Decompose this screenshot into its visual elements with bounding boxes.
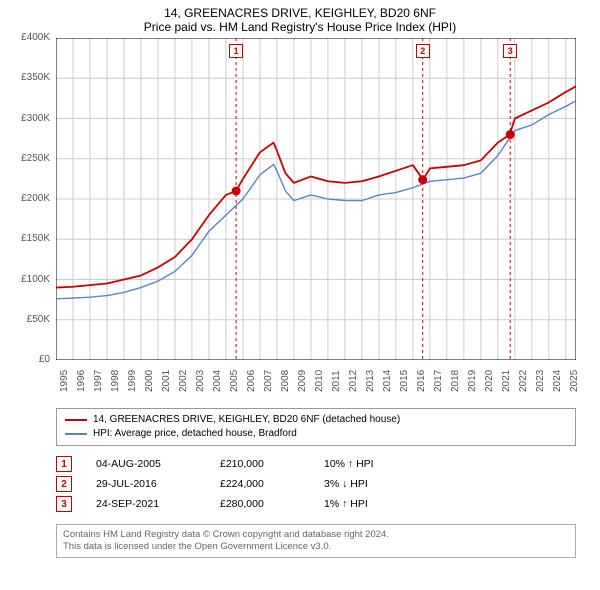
- transaction-index: 1: [56, 456, 72, 472]
- y-tick-label: £400K: [8, 32, 50, 43]
- x-tick-label: 2002: [178, 370, 189, 392]
- x-tick-label: 1998: [110, 370, 121, 392]
- transaction-price: £210,000: [220, 458, 300, 470]
- legend-swatch: [65, 433, 87, 435]
- legend-swatch: [65, 419, 87, 421]
- x-tick-label: 2001: [161, 370, 172, 392]
- x-tick-label: 1995: [59, 370, 70, 392]
- x-tick-label: 2004: [212, 370, 223, 392]
- x-tick-label: 2005: [229, 370, 240, 392]
- legend-label: 14, GREENACRES DRIVE, KEIGHLEY, BD20 6NF…: [93, 413, 400, 427]
- x-tick-label: 2003: [195, 370, 206, 392]
- transaction-dot: [232, 186, 241, 195]
- transaction-delta: 10% ↑ HPI: [324, 458, 404, 470]
- transaction-index: 2: [56, 476, 72, 492]
- attribution-line2: This data is licensed under the Open Gov…: [63, 541, 569, 553]
- x-tick-label: 1999: [127, 370, 138, 392]
- x-tick-label: 2021: [501, 370, 512, 392]
- price-chart: £0£50K£100K£150K£200K£250K£300K£350K£400…: [8, 38, 576, 402]
- x-tick-label: 2015: [399, 370, 410, 392]
- x-tick-label: 2020: [484, 370, 495, 392]
- x-tick-label: 2013: [365, 370, 376, 392]
- x-tick-label: 2011: [331, 370, 342, 392]
- y-tick-label: £0: [8, 354, 50, 365]
- x-tick-label: 2007: [263, 370, 274, 392]
- y-tick-label: £250K: [8, 153, 50, 164]
- transaction-price: £280,000: [220, 498, 300, 510]
- x-tick-label: 2008: [280, 370, 291, 392]
- attribution-box: Contains HM Land Registry data © Crown c…: [56, 524, 576, 558]
- x-tick-label: 2018: [450, 370, 461, 392]
- chart-title-line1: 14, GREENACRES DRIVE, KEIGHLEY, BD20 6NF: [8, 6, 592, 20]
- y-tick-label: £150K: [8, 233, 50, 244]
- x-tick-label: 2000: [144, 370, 155, 392]
- legend: 14, GREENACRES DRIVE, KEIGHLEY, BD20 6NF…: [56, 408, 576, 446]
- x-tick-label: 2022: [518, 370, 529, 392]
- transaction-price: £224,000: [220, 478, 300, 490]
- transaction-dot: [506, 130, 515, 139]
- transaction-marker: 3: [503, 44, 517, 58]
- x-tick-label: 1996: [76, 370, 87, 392]
- transaction-row: 2 29-JUL-2016 £224,000 3% ↓ HPI: [56, 474, 592, 494]
- chart-title-line2: Price paid vs. HM Land Registry's House …: [8, 20, 592, 34]
- x-tick-label: 2009: [297, 370, 308, 392]
- transaction-marker: 1: [229, 44, 243, 58]
- x-tick-label: 2010: [314, 370, 325, 392]
- x-tick-label: 2017: [433, 370, 444, 392]
- x-tick-label: 2014: [382, 370, 393, 392]
- transaction-date: 04-AUG-2005: [96, 458, 196, 470]
- x-tick-label: 2019: [467, 370, 478, 392]
- transaction-dot: [418, 175, 427, 184]
- transactions-table: 1 04-AUG-2005 £210,000 10% ↑ HPI 2 29-JUL-201…: [56, 454, 592, 514]
- legend-item: 14, GREENACRES DRIVE, KEIGHLEY, BD20 6NF…: [65, 413, 567, 427]
- legend-item: HPI: Average price, detached house, Brad…: [65, 427, 567, 441]
- y-tick-label: £200K: [8, 193, 50, 204]
- x-tick-label: 2023: [535, 370, 546, 392]
- transaction-index: 3: [56, 496, 72, 512]
- transaction-delta: 1% ↑ HPI: [324, 498, 404, 510]
- x-tick-label: 2006: [246, 370, 257, 392]
- transaction-marker: 2: [416, 44, 430, 58]
- transaction-row: 3 24-SEP-2021 £280,000 1% ↑ HPI: [56, 494, 592, 514]
- x-tick-label: 1997: [93, 370, 104, 392]
- transaction-row: 1 04-AUG-2005 £210,000 10% ↑ HPI: [56, 454, 592, 474]
- x-tick-label: 2024: [552, 370, 563, 392]
- x-tick-label: 2025: [569, 370, 580, 392]
- x-tick-label: 2016: [416, 370, 427, 392]
- transaction-delta: 3% ↓ HPI: [324, 478, 404, 490]
- x-tick-label: 2012: [348, 370, 359, 392]
- y-tick-label: £100K: [8, 274, 50, 285]
- attribution-line1: Contains HM Land Registry data © Crown c…: [63, 529, 569, 541]
- legend-label: HPI: Average price, detached house, Brad…: [93, 427, 297, 441]
- y-tick-label: £350K: [8, 72, 50, 83]
- transaction-date: 24-SEP-2021: [96, 498, 196, 510]
- transaction-date: 29-JUL-2016: [96, 478, 196, 490]
- y-tick-label: £50K: [8, 314, 50, 325]
- y-tick-label: £300K: [8, 113, 50, 124]
